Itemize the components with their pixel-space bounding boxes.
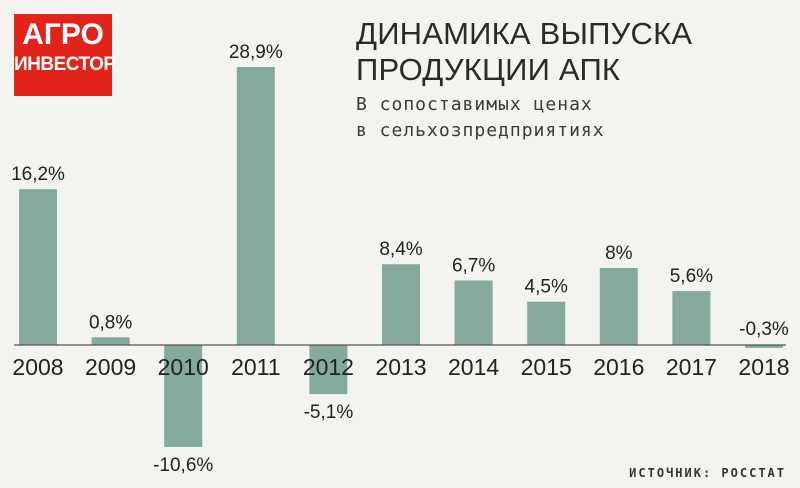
chart-subtitle-line2: в сельхозпредприятиях	[356, 120, 605, 141]
bar-2012	[309, 345, 348, 395]
bar-2013	[382, 264, 420, 345]
value-label-2013: 8,4%	[379, 239, 422, 260]
category-label-2014: 2014	[448, 354, 499, 380]
category-label-2015: 2015	[521, 354, 572, 380]
category-label-2018: 2018	[738, 354, 789, 380]
chart-subtitle-line1: В сопоставимых ценах	[356, 94, 593, 115]
logo-line2: ИНВЕСТОР	[14, 54, 116, 75]
bar-2015	[527, 301, 566, 345]
bar-2018	[745, 345, 783, 348]
value-label-2008: 16,2%	[11, 164, 65, 185]
category-label-2011: 2011	[231, 354, 280, 380]
value-label-2017: 5,6%	[670, 266, 713, 287]
category-label-2013: 2013	[375, 354, 426, 380]
chart-title-line1: ДИНАМИКА ВЫПУСКА	[356, 16, 693, 51]
bar-2008	[19, 189, 57, 345]
category-label-2017: 2017	[666, 354, 717, 380]
value-label-2011: 28,9%	[229, 42, 283, 63]
value-label-2018: -0,3%	[739, 319, 789, 340]
agroinvestor-logo: АГРО ИНВЕСТОР	[14, 14, 116, 96]
bars	[19, 67, 783, 447]
chart-title-line2: ПРОДУКЦИИ АПК	[356, 52, 621, 87]
bar-2011	[236, 67, 275, 345]
category-label-2009: 2009	[85, 354, 136, 380]
bar-2009	[91, 337, 130, 345]
value-label-2010: -10,6%	[153, 455, 213, 476]
category-label-2008: 2008	[12, 354, 63, 380]
source-note: ИСТОЧНИК: РОССТАТ	[629, 466, 786, 480]
category-label-2012: 2012	[303, 354, 354, 380]
value-label-2014: 6,7%	[452, 256, 495, 277]
value-label-2015: 4,5%	[525, 277, 568, 298]
bar-2010	[164, 345, 203, 447]
value-label-2016: 8%	[605, 243, 633, 264]
bar-2016	[599, 268, 638, 345]
category-label-2010: 2010	[158, 354, 209, 380]
chart-title-block: ДИНАМИКА ВЫПУСКА ПРОДУКЦИИ АПК В сопоста…	[356, 16, 692, 144]
bar-2017	[672, 291, 711, 345]
value-label-2012: -5,1%	[304, 402, 354, 423]
logo-line1: АГРО	[22, 18, 104, 51]
bar-2014	[454, 280, 493, 345]
category-label-2016: 2016	[593, 354, 644, 380]
category-labels: 2008 2009 2010 2011 2012 2013 2014 2015 2016 2017…	[12, 354, 789, 380]
value-label-2009: 0,8%	[89, 312, 132, 333]
value-labels: 16,2% 0,8% -10,6% 28,9% -5,1% 8,4% 6,7% 4,5% 8% 5…	[11, 42, 789, 476]
